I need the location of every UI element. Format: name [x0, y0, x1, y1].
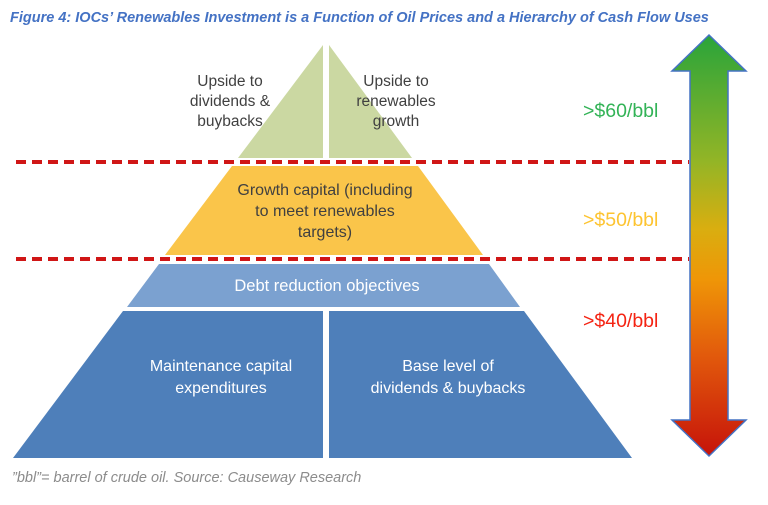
footnote: ”bbl”= barrel of crude oil. Source: Caus…: [12, 470, 362, 486]
pyramid-section-upside-renewables: [329, 45, 412, 158]
base-dividends-label: Base level of dividends & buybacks: [370, 358, 526, 397]
price-label-above-60: >$60/bbl: [583, 100, 659, 122]
maintenance-capex-label: Maintenance capital expenditures: [149, 358, 293, 397]
upside-renewables-label: Upside to renewables growth: [356, 73, 436, 130]
pyramid-section-base-dividends: [329, 311, 632, 458]
upside-dividends-label: Upside to dividends & buybacks: [189, 73, 271, 130]
figure-title: Figure 4: IOCs’ Renewables Investment is…: [10, 10, 709, 26]
pyramid-section-maintenance-capex: [13, 311, 323, 458]
pyramid-section-growth-capital: [165, 166, 483, 255]
debt-reduction-label: Debt reduction objectives: [234, 277, 420, 295]
growth-capital-label: Growth capital (including to meet renewa…: [237, 182, 413, 241]
oil-price-gradient-arrow-icon: [670, 33, 748, 458]
pyramid-section-upside-dividends: [238, 45, 323, 158]
price-label-above-40: >$40/bbl: [583, 310, 659, 332]
price-label-above-50: >$50/bbl: [583, 209, 659, 231]
pyramid-section-debt-reduction: [127, 264, 520, 307]
